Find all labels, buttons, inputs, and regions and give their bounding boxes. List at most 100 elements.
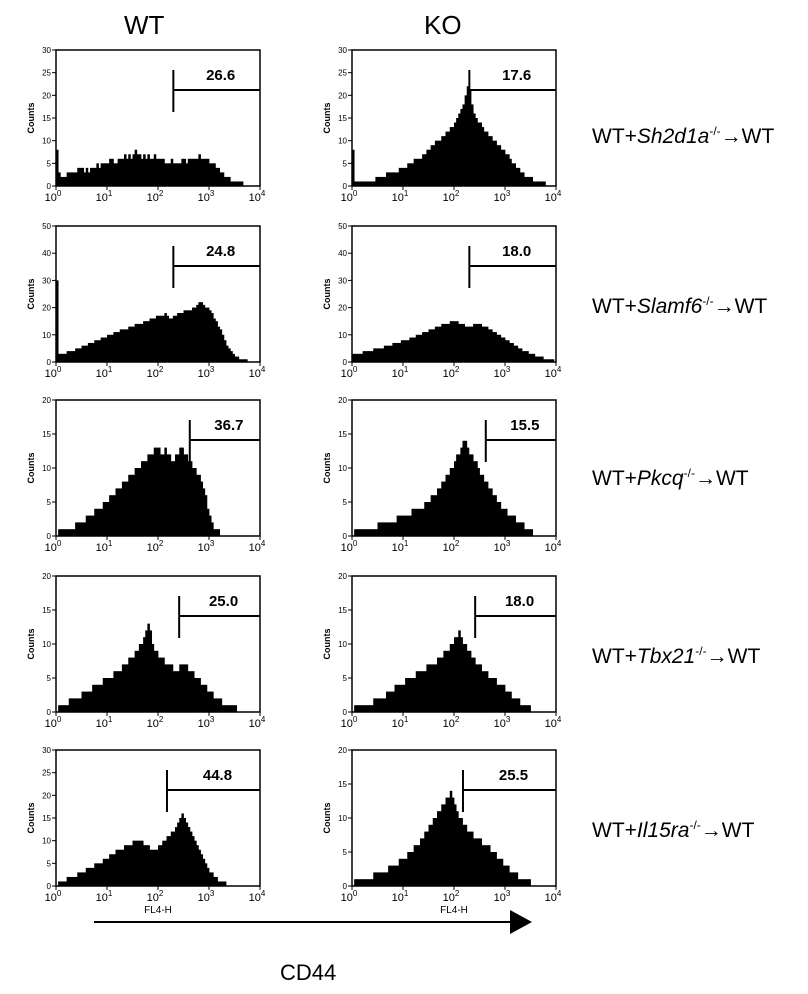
panel-1-ko-bar <box>490 329 493 362</box>
panel-0-wt-bar <box>238 181 242 186</box>
panel-1-ko-bar <box>420 334 423 362</box>
panel-0-wt-bar <box>83 172 87 186</box>
panel-2-ko-ytick-label: 5 <box>343 498 348 507</box>
panel-2-wt-bar <box>175 454 178 536</box>
panel-3-ko-ytick-label: 10 <box>338 640 347 649</box>
panel-3-ko-bar <box>400 684 404 712</box>
panel-0-wt-ytick-label: 10 <box>42 137 51 146</box>
panel-4-wt-bar <box>109 854 112 886</box>
panel-0-wt-bar <box>90 167 93 186</box>
panel-3-ko-bar <box>485 671 489 712</box>
panel-2-wt-bar <box>119 488 123 536</box>
panel-2-ko-xtick-label: 101 <box>392 539 409 554</box>
panel-4-ko-bar <box>422 838 425 886</box>
panel-1-wt-bar <box>58 353 61 362</box>
panel-1-ko-bar <box>388 345 391 362</box>
panel-1-wt-bar <box>70 351 74 362</box>
panel-3-ko-bar <box>515 698 519 712</box>
panel-2-wt-bar <box>109 495 112 536</box>
panel-3-ko-xtick-label: 100 <box>341 715 358 730</box>
panel-1-wt-bar <box>240 359 244 362</box>
panel-4-wt-bar <box>223 881 227 886</box>
panel-2-ko-bar <box>522 522 525 536</box>
panel-3-wt-bar <box>111 678 114 712</box>
panel-1-ko-bar <box>356 353 359 362</box>
panel-0-ko-bar <box>513 163 517 186</box>
panel-2-wt-bar <box>187 461 191 536</box>
panel-1-wt-bar <box>107 334 110 362</box>
panel-3-ko-bar <box>507 691 510 712</box>
panel-1-wt-bar <box>234 356 238 362</box>
panel-3-wt-bar <box>170 664 174 712</box>
panel-0-wt-bar <box>175 163 178 186</box>
panel-3-ko-bar <box>496 684 500 712</box>
panel-2-wt-bar <box>104 502 108 536</box>
panel-2-ko-bar <box>441 481 444 536</box>
panel-0-ko-bar <box>515 167 519 186</box>
panel-4-wt-bar <box>132 840 136 886</box>
panel-4-wt-bar <box>198 849 201 886</box>
panel-4-wt-bar <box>70 876 74 886</box>
panel-0-wt-bar <box>185 163 189 186</box>
panel-3-wt-bar <box>179 664 182 712</box>
panel-4-ko-bar <box>494 852 497 886</box>
panel-4-ko-bar <box>437 811 440 886</box>
panel-0-ko-bar <box>532 181 536 186</box>
panel-1-ko-ytick-label: 20 <box>338 304 347 313</box>
panel-0-wt-bar <box>138 154 142 186</box>
panel-0-wt-bar <box>70 172 74 186</box>
panel-4-ko-bar <box>528 879 531 886</box>
panel-4-ko-bar <box>409 852 412 886</box>
panel-4-wt-bar <box>143 845 146 886</box>
panel-2-ko-bar <box>358 529 361 536</box>
panel-0-ko-bar <box>519 172 523 186</box>
panel-4-ko-bar <box>358 879 361 886</box>
panel-3-wt-bar <box>183 664 187 712</box>
panel-3-ko-bar <box>373 698 376 712</box>
panel-2-ko-bar <box>454 461 457 536</box>
panel-1-ko-bar <box>360 353 364 362</box>
panel-2-ko-bar <box>411 508 415 536</box>
panel-1-ko-bar <box>511 342 514 362</box>
panel-3-ko-bar <box>375 698 378 712</box>
panel-0-ko-bar <box>481 127 485 186</box>
panel-1-wt-bar <box>111 334 114 362</box>
panel-2-wt-bar <box>62 529 65 536</box>
panel-0-wt-bar <box>211 163 214 186</box>
panel-0-wt-bar <box>77 167 80 186</box>
panel-3-ko-bar <box>358 705 361 712</box>
panel-0-ko-bar <box>409 163 412 186</box>
panel-4-ko-bar <box>386 872 389 886</box>
panel-2-wt-xtick-label: 102 <box>147 539 164 554</box>
panel-1-wt-bar <box>164 313 167 362</box>
panel-0-wt-bar <box>147 154 150 186</box>
panel-1-ko-bar <box>390 345 393 362</box>
panel-2-wt-bar <box>132 474 136 536</box>
panel-2-ko-bar <box>426 502 429 536</box>
panel-2-ko-bar <box>430 495 434 536</box>
panel-3-wt-bar <box>177 671 180 712</box>
panel-3-wt-bar <box>228 705 231 712</box>
panel-4-ko-gate-value: 25.5 <box>499 767 528 784</box>
panel-4-ko-bar <box>524 879 527 886</box>
panel-3-ko-bar <box>434 664 438 712</box>
panel-4-wt-ytick-label: 30 <box>42 746 51 755</box>
panel-0-ko-bar <box>541 181 544 186</box>
panel-4-wt-gate-value: 44.8 <box>203 767 232 784</box>
panel-0-ko-bar <box>507 154 510 186</box>
panel-3-wt-bar <box>85 691 89 712</box>
panel-3-wt-bar <box>215 698 218 712</box>
panel-0-ko-bar <box>398 167 402 186</box>
panel-2-ko-bar <box>460 447 463 536</box>
panel-2-ko-bar <box>471 454 474 536</box>
panel-2-ko-bar <box>511 515 514 536</box>
panel-4-wt-bar <box>87 867 91 886</box>
panel-3-wt-bar <box>121 664 125 712</box>
panel-1-wt-bar <box>62 353 65 362</box>
panel-4-wt-bar <box>121 849 125 886</box>
panel-3-wt-ytick-label: 20 <box>42 572 51 581</box>
panel-0-wt-bar <box>58 172 61 186</box>
panel-3-ko-bar <box>362 705 366 712</box>
panel-0-wt-bar <box>113 163 116 186</box>
panel-2-wt-ytick-label: 10 <box>42 464 51 473</box>
